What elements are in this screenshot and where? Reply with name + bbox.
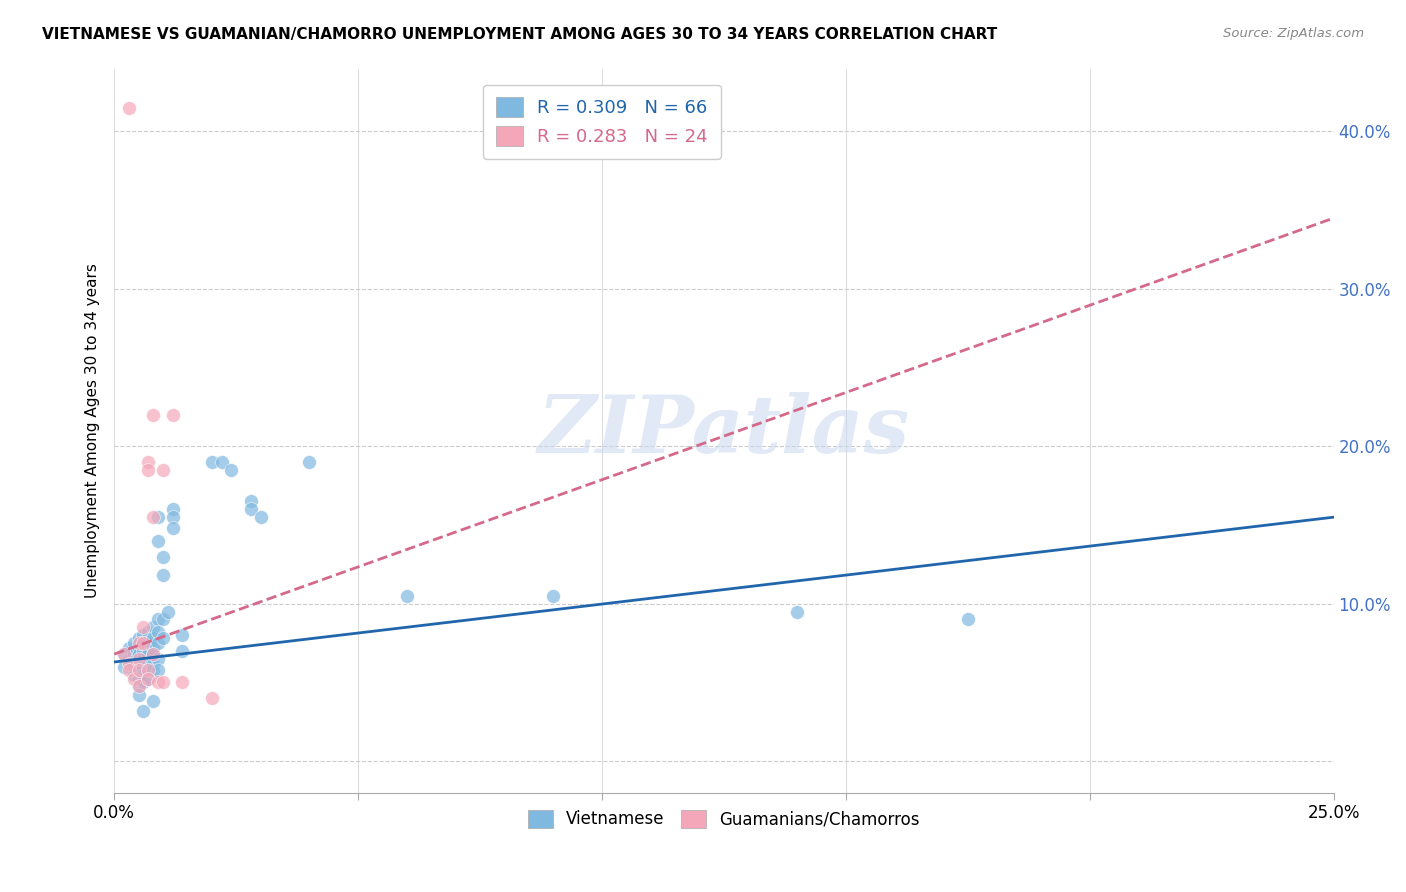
Point — [132, 620, 155, 634]
Point — [162, 502, 184, 516]
Point — [118, 663, 141, 677]
Point — [128, 632, 150, 646]
Point — [122, 659, 145, 673]
Point — [239, 494, 262, 508]
Point — [162, 521, 184, 535]
Point — [142, 647, 165, 661]
Text: VIETNAMESE VS GUAMANIAN/CHAMORRO UNEMPLOYMENT AMONG AGES 30 TO 34 YEARS CORRELAT: VIETNAMESE VS GUAMANIAN/CHAMORRO UNEMPLO… — [42, 27, 997, 42]
Point — [138, 673, 160, 687]
Point — [142, 694, 165, 708]
Point — [112, 647, 135, 661]
Y-axis label: Unemployment Among Ages 30 to 34 years: Unemployment Among Ages 30 to 34 years — [86, 263, 100, 598]
Point — [132, 628, 155, 642]
Point — [128, 657, 150, 671]
Point — [128, 679, 150, 693]
Point — [138, 663, 160, 677]
Point — [132, 659, 155, 673]
Point — [128, 647, 150, 661]
Point — [118, 101, 141, 115]
Text: ZIPatlas: ZIPatlas — [538, 392, 910, 469]
Point — [146, 612, 169, 626]
Point — [786, 605, 808, 619]
Point — [132, 652, 155, 666]
Point — [128, 640, 150, 655]
Point — [152, 463, 174, 477]
Point — [142, 657, 165, 671]
Point — [146, 675, 169, 690]
Point — [138, 640, 160, 655]
Point — [298, 455, 321, 469]
Point — [541, 589, 564, 603]
Point — [162, 408, 184, 422]
Point — [138, 455, 160, 469]
Point — [146, 652, 169, 666]
Point — [152, 632, 174, 646]
Point — [112, 659, 135, 673]
Point — [172, 675, 194, 690]
Point — [249, 510, 271, 524]
Point — [239, 502, 262, 516]
Point — [201, 691, 224, 706]
Text: Source: ZipAtlas.com: Source: ZipAtlas.com — [1223, 27, 1364, 40]
Point — [146, 625, 169, 640]
Point — [132, 667, 155, 681]
Point — [152, 568, 174, 582]
Point — [201, 455, 224, 469]
Point — [138, 625, 160, 640]
Point — [122, 647, 145, 661]
Point — [395, 589, 418, 603]
Point — [128, 673, 150, 687]
Point — [128, 688, 150, 702]
Point — [211, 455, 233, 469]
Point — [118, 652, 141, 666]
Point — [112, 647, 135, 661]
Point — [138, 634, 160, 648]
Point — [132, 636, 155, 650]
Point — [122, 667, 145, 681]
Point — [138, 647, 160, 661]
Point — [118, 640, 141, 655]
Point — [219, 463, 242, 477]
Point — [142, 620, 165, 634]
Point — [142, 647, 165, 661]
Point — [132, 644, 155, 658]
Point — [172, 644, 194, 658]
Point — [128, 652, 150, 666]
Point — [156, 605, 179, 619]
Point — [128, 663, 150, 677]
Legend: Vietnamese, Guamanians/Chamorros: Vietnamese, Guamanians/Chamorros — [522, 803, 927, 835]
Point — [172, 628, 194, 642]
Point — [142, 640, 165, 655]
Point — [142, 510, 165, 524]
Point — [146, 510, 169, 524]
Point — [146, 663, 169, 677]
Point — [152, 612, 174, 626]
Point — [142, 663, 165, 677]
Point — [138, 673, 160, 687]
Point — [146, 636, 169, 650]
Point — [132, 636, 155, 650]
Point — [118, 657, 141, 671]
Point — [138, 463, 160, 477]
Point — [162, 510, 184, 524]
Point — [152, 549, 174, 564]
Point — [138, 663, 160, 677]
Point — [956, 612, 979, 626]
Point — [142, 408, 165, 422]
Point — [128, 679, 150, 693]
Point — [152, 675, 174, 690]
Point — [128, 636, 150, 650]
Point — [122, 673, 145, 687]
Point — [122, 636, 145, 650]
Point — [132, 704, 155, 718]
Point — [128, 663, 150, 677]
Point — [146, 533, 169, 548]
Point — [132, 675, 155, 690]
Point — [138, 657, 160, 671]
Point — [142, 632, 165, 646]
